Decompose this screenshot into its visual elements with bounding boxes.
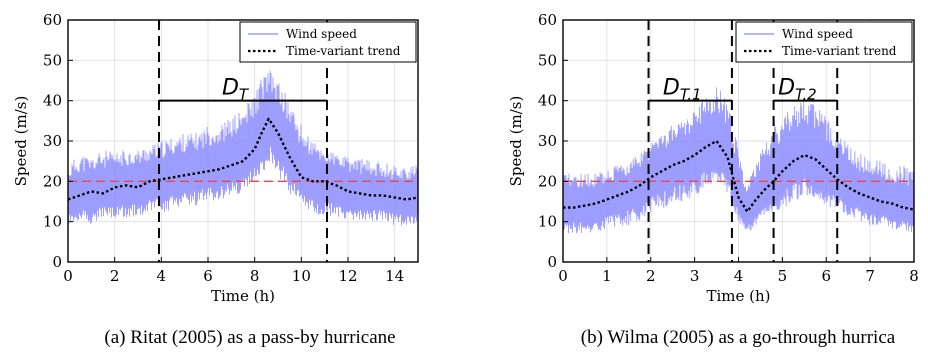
x-tick-label: 8 (250, 267, 260, 285)
duration-label-sub: T,2 (795, 86, 817, 104)
x-tick-label: 6 (821, 267, 831, 285)
duration-label: DT (222, 76, 250, 104)
duration-label-main: D (663, 76, 680, 101)
x-tick-label: 6 (203, 267, 213, 285)
panel-caption: (b) Wilma (2005) as a go-through hurrica (581, 327, 896, 348)
y-tick-label: 60 (43, 11, 62, 29)
x-tick-label: 1 (602, 267, 612, 285)
y-tick-label: 40 (43, 92, 62, 110)
legend-label: Time-variant trend (782, 44, 897, 58)
y-tick-label: 10 (538, 213, 557, 231)
x-axis-label: Time (h) (211, 287, 275, 305)
duration-label-main: D (222, 76, 239, 101)
legend-label: Time-variant trend (286, 44, 401, 58)
trend-series (563, 139, 914, 213)
y-tick-label: 60 (538, 11, 557, 29)
x-tick-label: 2 (646, 267, 656, 285)
y-tick-label: 0 (547, 253, 557, 271)
x-tick-label: 3 (690, 267, 700, 285)
x-tick-label: 0 (558, 267, 568, 285)
duration-label-sub: T,1 (680, 86, 702, 104)
trend-series (68, 117, 418, 201)
y-tick-label: 20 (43, 172, 62, 190)
y-tick-label: 50 (538, 51, 557, 69)
x-tick-label: 12 (338, 267, 357, 285)
y-tick-label: 40 (538, 92, 557, 110)
wind-speed-series (68, 70, 418, 226)
legend-box (239, 21, 417, 63)
x-tick-label: 8 (909, 267, 919, 285)
x-tick-label: 14 (385, 267, 404, 285)
y-axis-label: Speed (m/s) (507, 96, 525, 187)
duration-label-main: D (778, 76, 795, 101)
y-tick-label: 50 (43, 51, 62, 69)
duration-label: DT,2 (778, 76, 817, 104)
x-tick-label: 4 (157, 267, 167, 285)
x-axis-label: Time (h) (706, 287, 770, 305)
x-tick-label: 2 (110, 267, 120, 285)
y-tick-label: 20 (538, 172, 557, 190)
duration-label: DT,1 (663, 76, 702, 104)
legend-label: Wind speed (782, 27, 853, 41)
legend-label: Wind speed (286, 27, 357, 41)
panel-caption: (a) Ritat (2005) as a pass-by hurricane (104, 327, 395, 348)
plot-area (563, 87, 914, 234)
x-tick-label: 0 (63, 267, 73, 285)
duration-label-sub: T (239, 86, 250, 104)
plot-area (68, 70, 418, 226)
y-tick-label: 10 (43, 213, 62, 231)
panel-a: DT 0 2 4 6 8 10 12 14 0 10 20 30 40 50 60 Time (h) Speed … (12, 11, 419, 348)
x-tick-label: 7 (865, 267, 875, 285)
wind-speed-series (563, 87, 914, 234)
y-tick-label: 0 (52, 253, 62, 271)
x-tick-label: 10 (292, 267, 311, 285)
y-axis-label: Speed (m/s) (12, 96, 30, 187)
x-tick-label: 5 (778, 267, 788, 285)
x-tick-label: 4 (734, 267, 744, 285)
legend-box (735, 21, 913, 63)
y-tick-label: 30 (43, 132, 62, 150)
y-tick-label: 30 (538, 132, 557, 150)
